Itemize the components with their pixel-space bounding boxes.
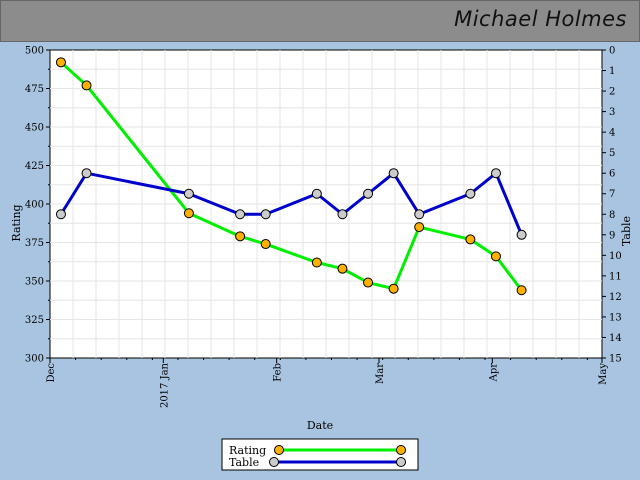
y-right-tick-label: 9: [609, 230, 615, 241]
table-data-point: [415, 210, 424, 219]
rating-data-point: [415, 223, 424, 232]
y-right-tick-label: 13: [609, 312, 622, 323]
y-left-tick-label: 325: [25, 315, 44, 326]
y-right-tick-label: 6: [609, 169, 615, 180]
rating-data-point: [312, 258, 321, 267]
legend-marker-table: [397, 458, 406, 467]
y-right-tick-label: 5: [609, 148, 615, 159]
table-data-point: [338, 210, 347, 219]
rating-data-point: [491, 252, 500, 261]
y-right-tick-label: 1: [609, 66, 615, 77]
x-axis-label: Date: [307, 419, 333, 432]
y-left-tick-label: 400: [25, 200, 44, 211]
table-data-point: [491, 169, 500, 178]
rating-data-point: [517, 286, 526, 295]
y-right-tick-label: 7: [609, 189, 615, 200]
y-right-tick-label: 2: [609, 87, 615, 98]
y-right-tick-label: 11: [609, 271, 622, 282]
table-data-point: [56, 210, 65, 219]
y-left-tick-label: 425: [25, 161, 44, 172]
legend-marker-rating: [397, 446, 406, 455]
y-right-tick-label: 3: [609, 107, 615, 118]
y-right-tick-label: 4: [609, 128, 615, 139]
table-data-point: [312, 189, 321, 198]
table-data-point: [364, 189, 373, 198]
table-data-point: [236, 210, 245, 219]
x-axis-ticks: Dec 2017 Jan Feb Mar Apr May: [46, 358, 609, 408]
x-tick-label: May: [598, 363, 609, 385]
x-tick-label: Apr: [488, 363, 499, 383]
x-tick-label: Feb: [273, 363, 284, 382]
table-data-point: [517, 230, 526, 239]
y-right-tick-label: 0: [609, 46, 615, 57]
rating-data-point: [82, 81, 91, 90]
y-axis-left-label: Rating: [10, 204, 23, 241]
y-left-tick-label: 375: [25, 238, 44, 249]
table-data-point: [389, 169, 398, 178]
table-data-point: [184, 189, 193, 198]
rating-data-point: [466, 235, 475, 244]
x-tick-label: Dec: [46, 363, 57, 383]
y-left-tick-label: 475: [25, 84, 44, 95]
rating-data-point: [261, 240, 270, 249]
legend-marker-table: [270, 458, 279, 467]
y-left-tick-label: 500: [25, 46, 44, 57]
y-right-tick-label: 14: [609, 333, 622, 344]
y-left-tick-label: 300: [25, 354, 44, 365]
y-right-tick-label: 15: [609, 354, 622, 365]
y-left-tick-label: 350: [25, 277, 44, 288]
rating-data-point: [184, 209, 193, 218]
table-data-point: [261, 210, 270, 219]
rating-data-point: [364, 278, 373, 287]
table-data-point: [82, 169, 91, 178]
legend-label-table: Table: [229, 456, 259, 469]
y-right-tick-label: 10: [609, 251, 622, 262]
rating-data-point: [338, 264, 347, 273]
y-right-tick-label: 8: [609, 210, 615, 221]
y-axis-right-label: Table: [620, 216, 633, 246]
y-left-tick-label: 450: [25, 123, 44, 134]
x-tick-label: 2017 Jan: [159, 362, 170, 408]
rating-data-point: [389, 284, 398, 293]
x-tick-label: Mar: [375, 363, 386, 384]
rating-data-point: [236, 232, 245, 241]
rating-data-point: [56, 58, 65, 67]
table-data-point: [466, 189, 475, 198]
legend-marker-rating: [275, 446, 284, 455]
left-axis-ticks: 500 475 450 425 400 375 350 325 300: [25, 46, 50, 365]
y-right-tick-label: 12: [609, 292, 622, 303]
